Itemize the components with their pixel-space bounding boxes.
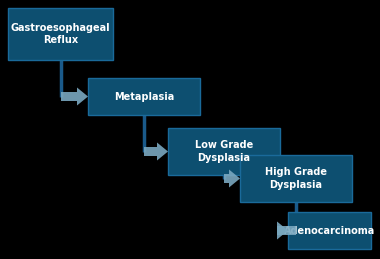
FancyBboxPatch shape [240,155,352,202]
Polygon shape [157,142,168,161]
FancyBboxPatch shape [88,78,200,115]
FancyBboxPatch shape [168,128,280,175]
Text: Adenocarcinoma: Adenocarcinoma [284,226,375,235]
Polygon shape [77,88,88,105]
Polygon shape [144,147,157,156]
Text: Metaplasia: Metaplasia [114,91,174,102]
Polygon shape [60,92,77,101]
Polygon shape [277,226,296,235]
Polygon shape [229,169,240,188]
Text: High Grade
Dysplasia: High Grade Dysplasia [265,167,327,190]
Text: Gastroesophageal
Reflux: Gastroesophageal Reflux [11,23,110,45]
Polygon shape [224,174,229,183]
Polygon shape [277,221,288,240]
FancyBboxPatch shape [288,212,371,249]
FancyBboxPatch shape [8,8,113,60]
Text: Low Grade
Dysplasia: Low Grade Dysplasia [195,140,253,163]
